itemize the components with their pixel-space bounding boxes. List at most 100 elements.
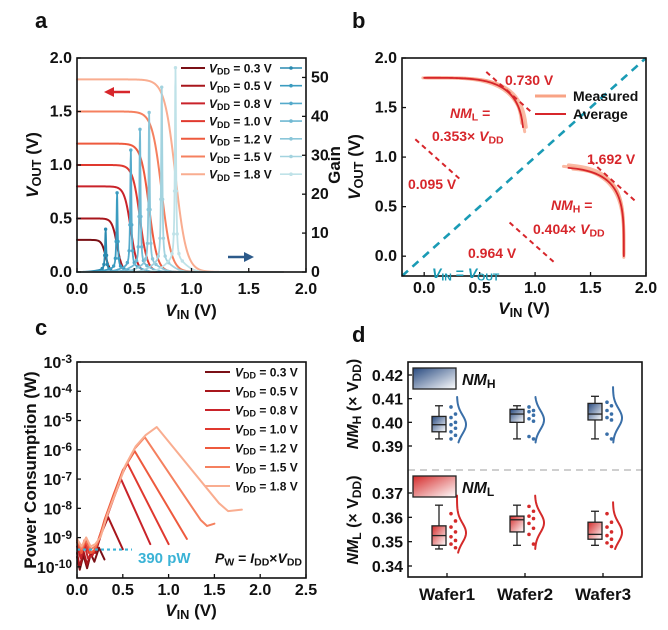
nml-data-point: [527, 514, 531, 518]
measured-curve-mirror: [571, 167, 626, 259]
nml-data-point: [449, 525, 453, 529]
panel-b-x-tick-label: 1.0: [524, 280, 546, 297]
nml-data-point: [453, 545, 458, 550]
panel-c-y-tick-label: 10-10: [37, 557, 72, 577]
nml-data-point: [527, 532, 531, 537]
panel-c-y-tick-label: 10-9: [44, 528, 73, 548]
panel-label-b: b: [352, 8, 365, 33]
gain-marker: [174, 189, 179, 193]
gain-marker: [139, 245, 144, 249]
legend-label: VDD = 1.8 V: [235, 480, 298, 495]
nml-box: [509, 515, 525, 533]
panel-a-x-tick-label: 2.0: [295, 281, 317, 298]
annotation-1692: 1.692 V: [587, 151, 636, 167]
nml-data-point: [449, 542, 453, 546]
nmh-data-point: [527, 409, 531, 414]
left-arrow-head-icon: [104, 87, 114, 97]
nmh-data-point: [531, 413, 536, 418]
nmh-data-point: [531, 408, 536, 413]
gain-marker: [150, 257, 155, 261]
gain-marker: [175, 232, 179, 236]
nml-y-axis-label: NML (× VDD): [345, 475, 364, 564]
legend-label: VDD = 0.5 V: [209, 79, 272, 94]
nmh-data-point: [605, 415, 609, 420]
gain-marker: [136, 245, 140, 249]
panel-a-y2-tick-label: 40: [311, 108, 329, 125]
nml-data-point: [449, 535, 453, 539]
gain-marker: [144, 257, 148, 261]
gain-marker: [118, 264, 123, 268]
nmh-data-point: [449, 430, 453, 434]
legend-label: VDD = 0.5 V: [235, 385, 298, 400]
gain-marker: [125, 260, 130, 265]
legend-gain-marker: [289, 119, 293, 123]
nmh-data-point: [453, 433, 458, 438]
diagonal-vin-equals-vout: [401, 57, 647, 277]
nml-data-point: [453, 538, 458, 543]
gain-marker: [117, 256, 121, 261]
panel-b-x-axis-label: VIN (V): [498, 299, 550, 320]
gain-marker: [113, 256, 118, 261]
gain-marker: [180, 259, 185, 263]
panel-b-y-tick-label: 2.0: [375, 50, 397, 67]
panel-a-x-axis-label: VIN (V): [165, 301, 217, 322]
nmh-y-tick-label: 0.39: [372, 439, 403, 456]
panel-c-x-tick-label: 1.0: [157, 582, 179, 599]
panel-c-y-tick-label: 10-3: [44, 352, 73, 372]
panel-b-y-tick-label: 0.5: [375, 199, 397, 216]
gain-marker: [104, 253, 109, 258]
legend-measured-label: Measured: [573, 88, 638, 104]
panel-b-x-tick-label: 0.0: [413, 280, 435, 297]
gain-curve-0.8: [76, 149, 170, 273]
nmh-data-point: [605, 400, 609, 405]
nml-data-point: [453, 530, 458, 534]
legend-average-label: Average: [573, 106, 628, 122]
gain-marker: [130, 249, 135, 253]
wafer-label: Wafer2: [497, 585, 553, 604]
annotation-0964: 0.964 V: [468, 245, 517, 261]
panel-c-x-tick-label: 2.5: [295, 582, 317, 599]
nmh-data-point: [605, 432, 609, 436]
panel-a-x-tick-label: 0.0: [66, 281, 88, 298]
nmh-data-point: [449, 415, 453, 420]
nml-data-point: [609, 520, 614, 524]
legend-label: VDD = 1.5 V: [209, 150, 272, 165]
panel-b-y-axis-label: VOUT (V): [345, 134, 366, 200]
gain-marker: [134, 258, 139, 263]
panel-a-y2-tick-label: 10: [311, 225, 329, 242]
gain-marker: [172, 232, 176, 236]
panel-label-d: d: [352, 322, 365, 347]
legend-label: VDD = 1.5 V: [235, 461, 298, 476]
nml-y-tick-label: 0.37: [372, 486, 403, 503]
gain-marker: [105, 262, 110, 267]
average-curve-mirror: [567, 166, 625, 258]
legend-label: VDD = 1.2 V: [235, 442, 298, 457]
nmh-distribution-curve: [534, 396, 545, 444]
nml-data-point: [453, 519, 458, 523]
legend-gain-marker: [289, 66, 293, 70]
tangent-line: [589, 160, 636, 202]
annotation-nml-value: 0.353× VDD: [432, 128, 504, 147]
gain-marker: [160, 85, 164, 89]
legend-gain-marker: [289, 137, 293, 141]
gain-marker: [115, 191, 119, 195]
gain-marker: [149, 241, 153, 246]
nml-data-point: [609, 544, 614, 549]
nmh-data-point: [531, 419, 536, 423]
gain-marker: [111, 264, 116, 268]
panel-c-y-tick-label: 10-5: [44, 411, 73, 431]
gain-marker: [148, 207, 152, 212]
nmh-y-tick-label: 0.42: [372, 368, 403, 385]
nml-data-point: [605, 511, 609, 516]
nml-data-point: [531, 526, 536, 531]
formula-label: PW = IDD×VDD: [215, 550, 302, 569]
annotation-nmh-value: 0.404× VDD: [533, 221, 605, 240]
panel-a-y-tick-label: 2.0: [50, 50, 72, 67]
gain-marker: [127, 249, 131, 253]
panel-c-plot-frame: [76, 361, 307, 579]
legend-label: VDD = 0.8 V: [209, 97, 272, 112]
panel-b-plot-frame: [401, 57, 647, 277]
panel-c-x-axis-label: VIN (V): [165, 601, 217, 622]
panel-a-x-tick-label: 0.5: [123, 281, 145, 298]
gain-marker: [173, 66, 178, 70]
